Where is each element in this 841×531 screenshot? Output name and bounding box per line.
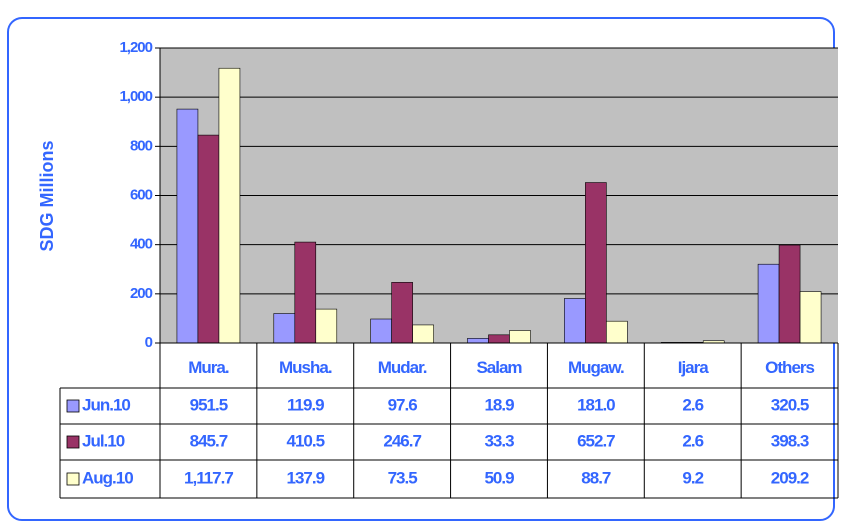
x-tick-label: Mugaw. bbox=[568, 358, 624, 377]
bar bbox=[176, 108, 199, 344]
y-tick-label: 1,000 bbox=[119, 88, 152, 105]
bar bbox=[391, 282, 413, 344]
x-tick-label: Mudar. bbox=[378, 358, 427, 377]
table-cell: 951.5 bbox=[190, 395, 228, 414]
bar bbox=[370, 318, 392, 344]
table-cell: 2.6 bbox=[682, 431, 703, 450]
table-cell: 320.5 bbox=[771, 395, 809, 414]
legend-label: Aug.10 bbox=[82, 468, 133, 487]
bar bbox=[488, 334, 510, 344]
table-cell: 652.7 bbox=[577, 431, 615, 450]
table-cell: 88.7 bbox=[581, 468, 611, 487]
bar bbox=[757, 263, 780, 344]
bar bbox=[778, 244, 801, 344]
bar bbox=[585, 182, 607, 344]
x-tick-label: Mura. bbox=[188, 358, 229, 377]
y-tick-label: 1,200 bbox=[119, 39, 152, 56]
bar bbox=[273, 313, 296, 344]
table-cell: 1,117.7 bbox=[184, 468, 233, 487]
table-cell: 246.7 bbox=[383, 431, 421, 450]
table-cell: 33.3 bbox=[484, 431, 514, 450]
bar bbox=[315, 308, 338, 344]
bar bbox=[606, 320, 628, 344]
table-cell: 181.0 bbox=[577, 395, 615, 414]
bar bbox=[564, 298, 586, 344]
table-cell: 97.6 bbox=[388, 395, 418, 414]
legend-swatch bbox=[66, 472, 80, 486]
x-tick-label: Ijara bbox=[678, 358, 710, 377]
table-cell: 209.2 bbox=[771, 468, 809, 487]
table-cell: 398.3 bbox=[771, 431, 809, 450]
legend-swatch bbox=[66, 435, 80, 449]
bar bbox=[509, 330, 531, 344]
y-axis-label: SDG Millions bbox=[37, 140, 57, 251]
legend-label: Jul.10 bbox=[82, 431, 125, 450]
legend-label: Jun.10 bbox=[82, 395, 130, 414]
y-tick-label: 200 bbox=[130, 285, 153, 302]
x-tick-label: Salam bbox=[476, 358, 522, 377]
table-cell: 2.6 bbox=[682, 395, 703, 414]
table-cell: 18.9 bbox=[484, 395, 514, 414]
bar bbox=[467, 338, 489, 344]
table-cell: 119.9 bbox=[287, 395, 324, 414]
table-cell: 845.7 bbox=[190, 431, 228, 450]
y-tick-label: 600 bbox=[130, 186, 153, 203]
legend-swatch bbox=[66, 399, 80, 413]
table-cell: 73.5 bbox=[388, 468, 418, 487]
x-tick-label: Others bbox=[765, 358, 814, 377]
bar bbox=[799, 291, 822, 344]
table-cell: 9.2 bbox=[682, 468, 703, 487]
bar bbox=[218, 67, 241, 344]
y-tick-label: 0 bbox=[145, 334, 153, 351]
bar bbox=[197, 134, 220, 344]
bar bbox=[412, 324, 434, 344]
table-cell: 137.9 bbox=[287, 468, 325, 487]
bar bbox=[294, 241, 317, 344]
x-tick-label: Musha. bbox=[279, 358, 332, 377]
table-cell: 410.5 bbox=[287, 431, 325, 450]
y-tick-label: 400 bbox=[130, 236, 153, 253]
table-cell: 50.9 bbox=[484, 468, 514, 487]
y-tick-label: 800 bbox=[130, 137, 153, 154]
